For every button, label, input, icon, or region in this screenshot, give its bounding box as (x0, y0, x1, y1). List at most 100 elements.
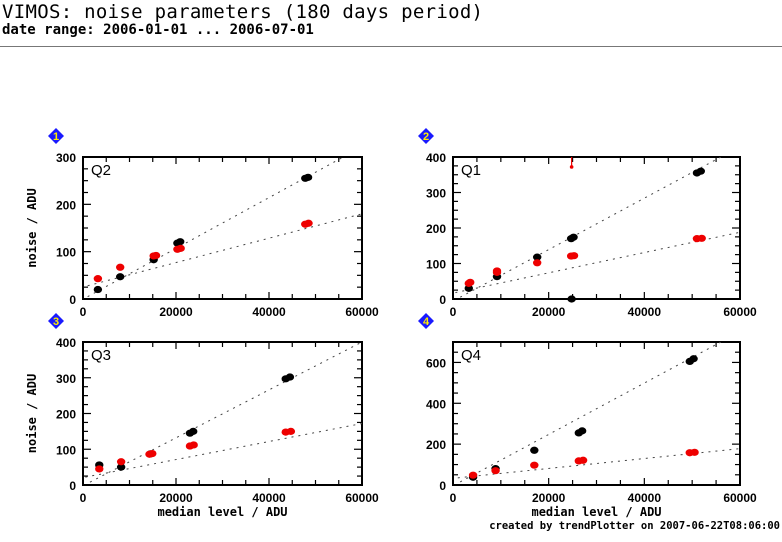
data-point-red (95, 465, 104, 473)
x-tick-label: 20000 (159, 491, 193, 505)
x-axis-label: median level / ADU (157, 505, 287, 519)
data-point-black (689, 355, 698, 363)
data-point-black (303, 173, 313, 181)
panel-number: 3 (53, 316, 59, 328)
x-tick-label: 40000 (628, 305, 662, 319)
x-tick-label: 60000 (345, 491, 379, 505)
y-tick-label: 0 (439, 293, 446, 307)
y-tick-label: 300 (56, 151, 76, 165)
data-point-red (93, 275, 103, 283)
x-axis-label: median level / ADU (531, 505, 661, 519)
data-point-black (116, 463, 126, 471)
chart-panel-q1: 2 0 20000 40000 60000 0 100 200 300 400 Q1 (418, 128, 757, 319)
x-tick-label: 20000 (159, 305, 193, 319)
y-tick-label: 300 (426, 187, 446, 201)
y-tick-label: 400 (426, 397, 446, 411)
data-point-red (697, 234, 706, 242)
x-tick-label: 40000 (252, 491, 286, 505)
y-tick-label: 400 (426, 151, 446, 165)
x-tick-label: 20000 (532, 305, 566, 319)
fit-line-black (89, 342, 362, 483)
data-point-black (696, 167, 705, 175)
y-tick-label: 200 (426, 438, 446, 452)
x-tick-label: 0 (450, 305, 457, 319)
plot-frame (82, 156, 363, 300)
x-tick-label: 60000 (723, 305, 757, 319)
x-tick-label: 40000 (252, 305, 286, 319)
data-point-red (286, 427, 296, 435)
panel-number-diamond-icon (418, 128, 434, 144)
chart-panel-q3: 3 0 20000 40000 60000 0 100 200 300 400 Q3 noise / … (25, 313, 379, 519)
panel-number: 1 (53, 131, 59, 143)
data-point-red (569, 165, 574, 169)
fit-line-black (459, 342, 722, 483)
fit-line-red (457, 448, 740, 479)
data-point-black (577, 427, 587, 435)
data-point-red (151, 251, 161, 260)
data-point-black (569, 233, 578, 241)
y-axis-label: noise / ADU (25, 374, 39, 453)
plot-frame (452, 341, 741, 486)
chart-panel-q2: 1 0 20000 40000 60000 0 100 200 300 Q2 noise / ADU (25, 128, 379, 319)
y-tick-label: 200 (56, 198, 76, 212)
fit-line-red (85, 423, 362, 478)
x-tick-label: 60000 (345, 305, 379, 319)
data-point-red (116, 458, 126, 466)
data-point-red (690, 448, 699, 456)
date-range: date range: 2006-01-01 ... 2006-07-01 (2, 22, 314, 38)
panel-number-diamond-icon (418, 313, 434, 329)
y-tick-label: 300 (56, 372, 76, 386)
data-point-black (189, 427, 198, 435)
x-tick-label: 40000 (628, 491, 662, 505)
fit-line-black (459, 157, 722, 298)
y-tick-label: 200 (426, 222, 446, 236)
page-title: VIMOS: noise parameters (180 days period… (2, 1, 484, 23)
y-tick-label: 600 (426, 356, 446, 370)
title-divider (0, 46, 782, 47)
data-point-red (116, 263, 125, 271)
fit-line-red (87, 213, 362, 287)
quadrant-label: Q3 (91, 347, 111, 364)
data-point-red (466, 278, 475, 286)
panel-number-diamond-icon (48, 128, 64, 144)
plot-frame (82, 341, 363, 486)
data-point-red (569, 252, 579, 260)
x-tick-label: 60000 (723, 491, 757, 505)
x-tick-label: 0 (80, 491, 87, 505)
footer-credit: created by trendPlotter on 2007-06-22T08… (489, 520, 780, 532)
y-tick-label: 0 (69, 479, 76, 493)
data-point-black (116, 273, 125, 281)
data-point-black (530, 446, 539, 454)
panel-number-diamond-icon (48, 313, 64, 329)
data-point-black (93, 285, 103, 294)
chart-panel-q4: 4 0 20000 40000 60000 0 200 400 600 Q4 median leve… (418, 313, 757, 519)
data-point-black (464, 284, 473, 292)
data-point-black (567, 295, 576, 303)
data-point-black (285, 373, 295, 381)
y-tick-label: 0 (439, 479, 446, 493)
data-point-red (530, 461, 539, 469)
x-tick-label: 0 (80, 305, 87, 319)
x-tick-label: 0 (450, 491, 457, 505)
data-point-red (578, 456, 588, 464)
y-tick-label: 100 (56, 443, 76, 457)
data-point-red (492, 267, 502, 275)
y-tick-label: 0 (69, 293, 76, 307)
data-point-red (148, 449, 157, 458)
data-point-red (468, 471, 478, 479)
data-point-black (532, 253, 542, 261)
x-tick-label: 20000 (532, 491, 566, 505)
panel-number: 4 (423, 316, 430, 328)
y-tick-label: 400 (56, 336, 76, 350)
y-tick-label: 100 (426, 258, 446, 272)
data-point-red (176, 244, 185, 252)
y-tick-label: 100 (56, 246, 76, 260)
data-point-red (189, 441, 198, 449)
data-point-red (532, 259, 542, 267)
quadrant-label: Q4 (461, 347, 481, 364)
quadrant-label: Q1 (461, 162, 481, 179)
y-axis-label: noise / ADU (25, 188, 39, 267)
data-point-red (491, 467, 500, 475)
data-point-red (304, 219, 313, 227)
